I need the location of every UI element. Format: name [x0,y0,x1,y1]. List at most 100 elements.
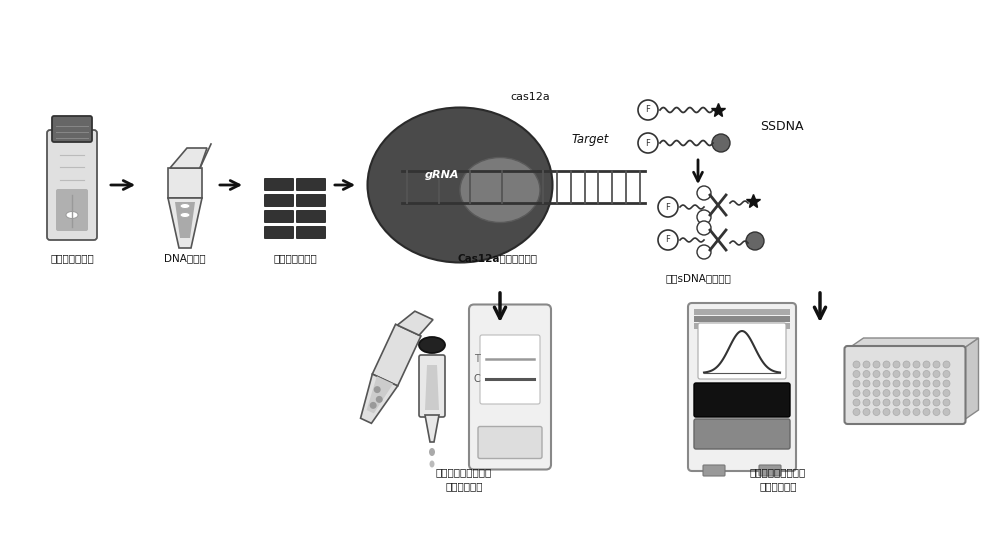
Circle shape [873,390,880,396]
Circle shape [903,390,910,396]
Polygon shape [361,374,398,423]
Circle shape [913,408,920,416]
Circle shape [638,133,658,153]
Circle shape [883,371,890,377]
FancyBboxPatch shape [469,305,551,470]
Ellipse shape [419,337,445,353]
FancyBboxPatch shape [759,465,781,476]
Circle shape [943,371,950,377]
Circle shape [863,390,870,396]
Circle shape [853,408,860,416]
Circle shape [893,380,900,387]
Circle shape [923,380,930,387]
FancyBboxPatch shape [694,383,790,417]
Text: 切割后的探针发出荧: 切割后的探针发出荧 [750,467,806,477]
Circle shape [873,371,880,377]
Ellipse shape [66,211,78,219]
Circle shape [873,399,880,406]
Polygon shape [425,365,439,410]
Circle shape [943,361,950,368]
Text: DNA的提取: DNA的提取 [164,253,206,263]
Circle shape [863,399,870,406]
Circle shape [863,371,870,377]
Circle shape [923,408,930,416]
Circle shape [913,380,920,387]
Ellipse shape [429,448,435,456]
Polygon shape [168,168,202,198]
FancyBboxPatch shape [694,419,790,449]
Circle shape [903,380,910,387]
Circle shape [893,399,900,406]
FancyBboxPatch shape [694,309,790,315]
Text: F: F [646,105,650,114]
Text: C: C [473,374,480,384]
Text: Target: Target [571,134,609,147]
Circle shape [933,371,940,377]
Text: F: F [646,139,650,148]
Circle shape [638,100,658,120]
Text: cas12a: cas12a [510,92,550,102]
FancyBboxPatch shape [844,346,966,424]
FancyBboxPatch shape [47,130,97,240]
FancyBboxPatch shape [688,303,796,471]
FancyBboxPatch shape [264,210,294,223]
Circle shape [746,232,764,250]
Circle shape [697,210,711,224]
Circle shape [923,371,930,377]
Text: 环介导等温扩增: 环介导等温扩增 [273,253,317,263]
Circle shape [923,361,930,368]
FancyBboxPatch shape [296,226,326,239]
FancyBboxPatch shape [264,194,294,207]
Circle shape [893,371,900,377]
Circle shape [943,399,950,406]
Circle shape [893,408,900,416]
Text: gRNA: gRNA [425,170,459,180]
Circle shape [883,408,890,416]
FancyBboxPatch shape [264,226,294,239]
Polygon shape [175,202,195,238]
Text: F: F [666,235,670,245]
Circle shape [893,390,900,396]
Circle shape [658,197,678,217]
Polygon shape [397,311,433,335]
Circle shape [903,361,910,368]
Circle shape [883,380,890,387]
FancyBboxPatch shape [419,355,445,417]
Ellipse shape [180,213,190,218]
Text: 临床样本的收集: 临床样本的收集 [50,253,94,263]
Circle shape [933,380,940,387]
Ellipse shape [180,204,190,209]
Circle shape [712,134,730,152]
Text: 切割后的探针: 切割后的探针 [445,481,483,491]
Polygon shape [170,148,207,168]
FancyBboxPatch shape [296,194,326,207]
Circle shape [923,399,930,406]
Circle shape [376,396,383,403]
Circle shape [903,371,910,377]
Text: 免疫胶体金平板捕获: 免疫胶体金平板捕获 [436,467,492,477]
Polygon shape [848,338,978,349]
Circle shape [697,186,711,200]
FancyBboxPatch shape [296,178,326,191]
Ellipse shape [368,108,552,263]
Circle shape [943,390,950,396]
Circle shape [913,361,920,368]
Circle shape [943,380,950,387]
FancyBboxPatch shape [703,465,725,476]
Circle shape [883,390,890,396]
Circle shape [863,380,870,387]
Text: T: T [474,354,480,364]
Circle shape [933,399,940,406]
Circle shape [853,399,860,406]
FancyBboxPatch shape [52,116,92,142]
Circle shape [658,230,678,250]
Circle shape [933,361,940,368]
Polygon shape [168,198,202,248]
Circle shape [943,408,950,416]
Circle shape [697,221,711,235]
Circle shape [923,390,930,396]
Circle shape [913,399,920,406]
Polygon shape [962,338,978,421]
Circle shape [883,399,890,406]
Text: 光被仪器监测: 光被仪器监测 [759,481,797,491]
